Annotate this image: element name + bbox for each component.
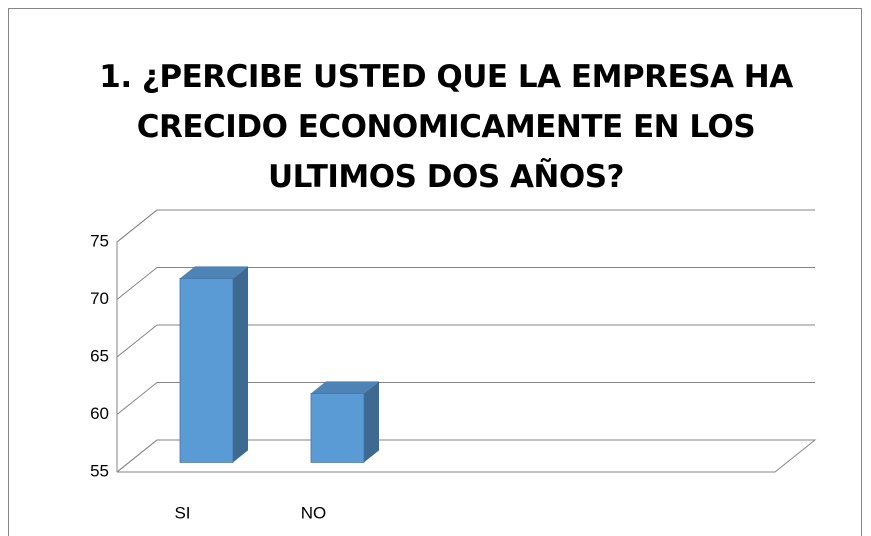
bar-top (311, 381, 379, 394)
bar (310, 381, 379, 463)
bar-top (180, 266, 248, 279)
x-tick-label: NO (301, 503, 327, 522)
y-tick-label: 65 (90, 346, 109, 365)
bar-front (310, 392, 365, 463)
grid-line (116, 267, 815, 300)
x-tick-label: SI (174, 503, 190, 522)
grid-line (116, 382, 815, 415)
grid-line (116, 439, 815, 473)
y-tick-label: 75 (90, 231, 109, 250)
y-tick-label: 55 (90, 461, 109, 480)
bar-front (179, 277, 234, 463)
bar-side (364, 381, 379, 463)
bar-side (233, 266, 248, 463)
grid-line (116, 209, 815, 243)
chart-title: 1. ¿PERCIBE USTED QUE LA EMPRESA HA CREC… (99, 59, 793, 195)
y-tick-label: 60 (90, 404, 109, 423)
bar (179, 266, 248, 463)
y-tick-label: 70 (90, 289, 109, 308)
chart-border (8, 8, 862, 536)
grid-line (116, 324, 815, 358)
